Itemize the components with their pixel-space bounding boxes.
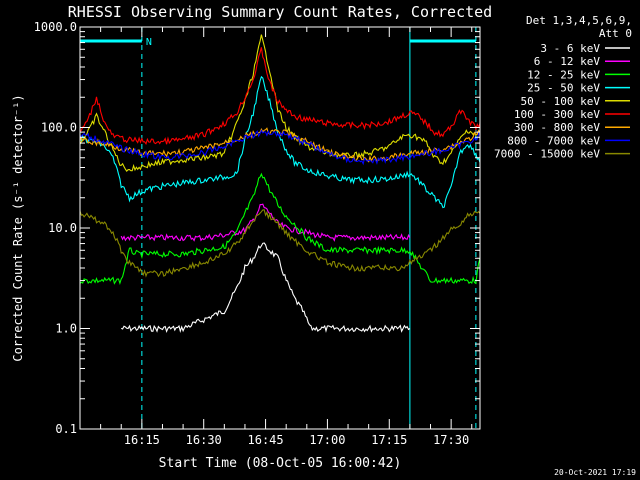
- x-axis-label: Start Time (08-Oct-05 16:00:42): [159, 456, 402, 471]
- chart-title: RHESSI Observing Summary Count Rates, Co…: [68, 3, 492, 21]
- legend-header-line-2: Att 0: [599, 27, 632, 40]
- series-lines: [79, 34, 481, 334]
- series-line: [80, 129, 481, 166]
- series-line: [79, 172, 481, 285]
- x-tick-label: 17:30: [433, 433, 469, 447]
- y-axis: 0.1 1.0 10.0 100.0 1000.0: [34, 20, 480, 436]
- y-tick-label: 100.0: [41, 121, 77, 135]
- series-line: [79, 47, 481, 146]
- series-line: [79, 127, 481, 163]
- legend-label: 300 - 800 keV: [514, 121, 600, 134]
- night-bars: N: [79, 27, 477, 429]
- series-line: [120, 203, 411, 242]
- series-line: [79, 209, 481, 278]
- x-tick-label: 17:15: [371, 433, 407, 447]
- x-axis: 16:15 16:30 16:45 17:00 17:15 17:30: [100, 27, 473, 447]
- night-bar-label: N: [146, 37, 152, 48]
- legend-label: 25 - 50 keV: [527, 82, 600, 95]
- legend-header-line-1: Det 1,3,4,5,6,9,: [526, 14, 632, 27]
- legend-label: 12 - 25 keV: [527, 68, 600, 81]
- legend-label: 6 - 12 keV: [534, 55, 601, 68]
- y-tick-label: 10.0: [48, 221, 77, 235]
- legend-label: 50 - 100 keV: [521, 95, 601, 108]
- y-tick-label: 1000.0: [34, 20, 77, 34]
- legend-label: 7000 - 15000 keV: [494, 148, 600, 161]
- series-line: [121, 242, 411, 334]
- y-tick-label: 0.1: [55, 422, 77, 436]
- legend-label: 3 - 6 keV: [540, 42, 600, 55]
- footer-timestamp: 20-Oct-2021 17:19: [554, 468, 636, 477]
- x-tick-label: 17:00: [309, 433, 345, 447]
- y-axis-label: Corrected Count Rate (s⁻¹ detector⁻¹): [11, 94, 25, 361]
- x-tick-label: 16:15: [124, 433, 160, 447]
- series-line: [79, 34, 481, 172]
- series-line: [79, 75, 481, 209]
- y-tick-label: 1.0: [55, 322, 77, 336]
- x-tick-label: 16:45: [248, 433, 284, 447]
- plot-frame: [79, 26, 481, 430]
- x-tick-label: 16:30: [186, 433, 222, 447]
- legend-label: 100 - 300 keV: [514, 108, 600, 121]
- legend-label: 800 - 7000 keV: [507, 134, 600, 147]
